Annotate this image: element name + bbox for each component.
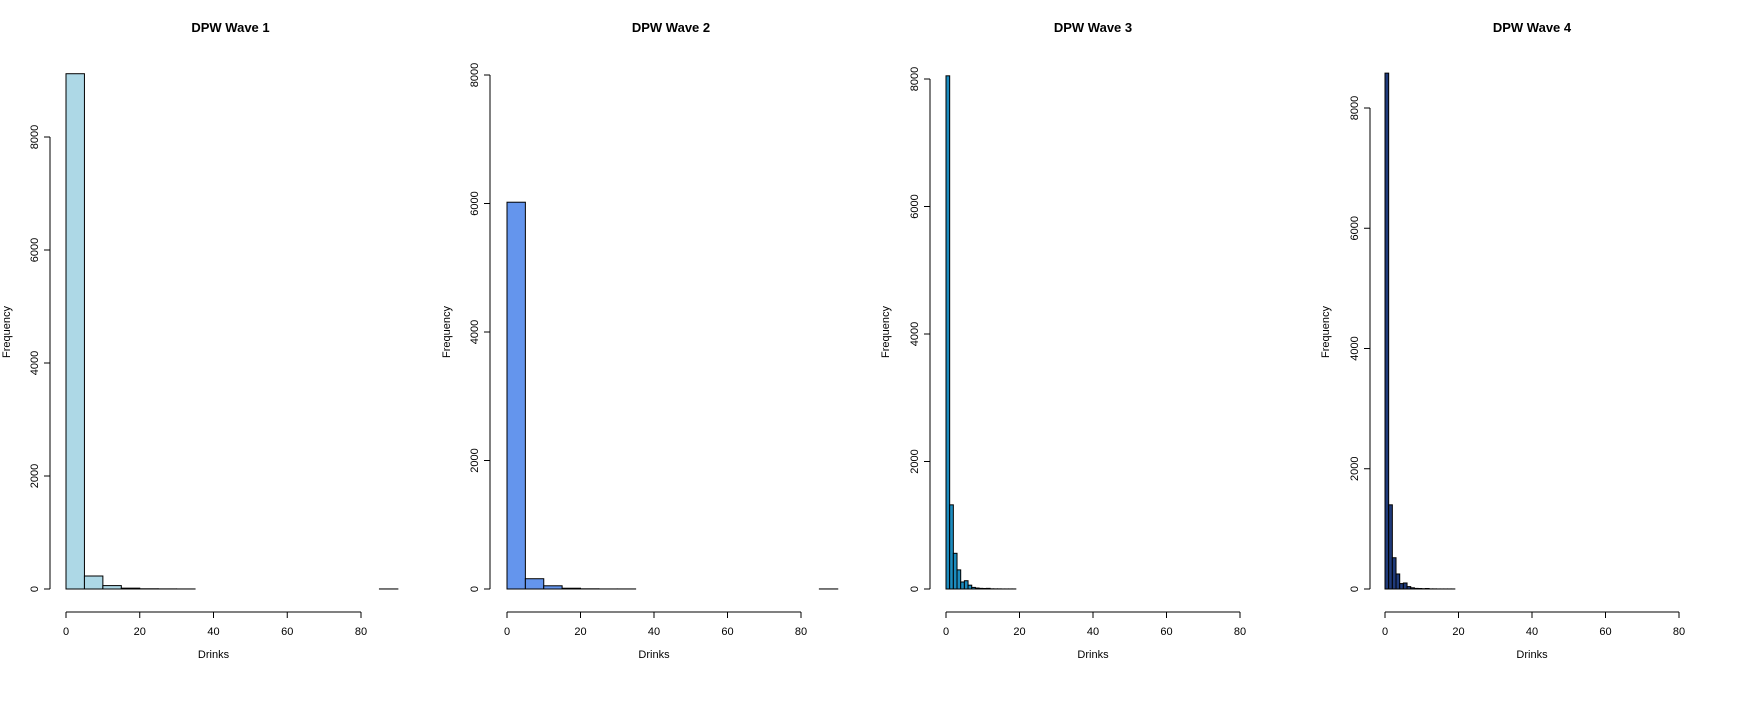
x-tick-label: 0	[943, 626, 949, 638]
x-tick-label: 0	[504, 626, 510, 638]
histogram-bar	[120, 587, 141, 590]
histogram-bar	[1388, 504, 1393, 590]
histogram-bar	[963, 580, 969, 590]
x-axis-label: Drinks	[198, 649, 230, 661]
x-axis-label: Drinks	[1516, 649, 1548, 661]
y-tick-label: 4000	[909, 322, 921, 346]
x-tick-label: 0	[1382, 626, 1388, 638]
y-axis-label: Frequency	[1320, 306, 1332, 358]
histogram-bar	[982, 587, 987, 590]
histogram-bar	[506, 201, 526, 590]
histogram-bar	[1402, 582, 1408, 590]
histogram-panel-2: DPW Wave 2 0 20 40 60 80 0 2000 4000 6000 8000 Drin…	[441, 20, 839, 661]
chart-title: DPW Wave 2	[632, 20, 710, 35]
x-axis-label: Drinks	[638, 649, 670, 661]
histogram-bar	[524, 578, 545, 590]
chart-title: DPW Wave 3	[1054, 20, 1132, 35]
y-tick-label: 0	[909, 586, 921, 592]
x-tick-label: 60	[721, 626, 733, 638]
x-axis-label: Drinks	[1077, 649, 1109, 661]
x-tick-label: 40	[1087, 626, 1099, 638]
y-axis-label: Frequency	[880, 306, 892, 358]
x-tick-label: 80	[355, 626, 367, 638]
histogram-bar	[1406, 586, 1412, 590]
histogram-panel-4: DPW Wave 4 0 20 40 60 80 0 2000 4000 6000 8000 Drin…	[1320, 20, 1685, 661]
histogram-bar	[1395, 573, 1401, 590]
x-tick-label: 80	[795, 626, 807, 638]
histogram-bar	[974, 587, 980, 590]
y-tick-label: 4000	[469, 320, 481, 344]
y-tick-label: 4000	[29, 351, 41, 375]
histogram-bar	[956, 569, 962, 590]
y-tick-label: 0	[469, 586, 481, 592]
y-tick-label: 2000	[909, 449, 921, 473]
histogram-bar	[65, 73, 85, 590]
histogram-bar	[1410, 587, 1415, 590]
histogram-bar	[1399, 583, 1404, 590]
x-tick-label: 20	[574, 626, 586, 638]
x-tick-label: 0	[63, 626, 69, 638]
histogram-bar	[960, 581, 965, 590]
x-tick-label: 60	[1599, 626, 1611, 638]
x-tick-label: 40	[648, 626, 660, 638]
x-tick-label: 20	[1013, 626, 1025, 638]
y-tick-label: 8000	[29, 125, 41, 149]
y-tick-label: 0	[1349, 586, 1361, 592]
histogram-bar	[1413, 587, 1419, 590]
y-tick-label: 0	[29, 586, 41, 592]
y-tick-label: 4000	[1349, 336, 1361, 360]
histogram-bar	[561, 587, 581, 590]
y-tick-label: 6000	[1349, 216, 1361, 240]
y-tick-label: 2000	[29, 464, 41, 488]
x-tick-label: 40	[1526, 626, 1538, 638]
histogram-bar	[971, 586, 976, 590]
x-tick-label: 80	[1234, 626, 1246, 638]
histogram-bar	[985, 587, 991, 590]
histogram-bar	[83, 575, 104, 590]
x-tick-label: 20	[134, 626, 146, 638]
y-tick-label: 8000	[909, 67, 921, 91]
histogram-bar	[102, 585, 122, 590]
y-tick-label: 8000	[469, 63, 481, 87]
histogram-bar	[952, 552, 958, 590]
histogram-panel-1: DPW Wave 1 0 20 40 60 80 0 2000 4000 6000 8000 Drin…	[1, 20, 399, 661]
chart-title: DPW Wave 4	[1493, 20, 1572, 35]
histogram-bar	[967, 584, 973, 590]
histogram-bar	[949, 504, 954, 590]
x-tick-label: 40	[207, 626, 219, 638]
histogram-bar	[978, 587, 984, 590]
histogram-bar	[945, 75, 951, 590]
x-tick-label: 20	[1452, 626, 1464, 638]
y-tick-label: 6000	[469, 191, 481, 215]
y-tick-label: 2000	[1349, 457, 1361, 481]
y-axis-label: Frequency	[1, 306, 13, 358]
y-tick-label: 2000	[469, 448, 481, 472]
x-tick-label: 60	[281, 626, 293, 638]
y-axis-label: Frequency	[441, 306, 453, 358]
y-tick-label: 6000	[29, 238, 41, 262]
chart-title: DPW Wave 1	[191, 20, 269, 35]
histogram-panel-3: DPW Wave 3 0 20 40 60 80 0 2000 4000 6000 8000 Drin…	[880, 20, 1246, 661]
histogram-bar	[543, 585, 563, 590]
x-tick-label: 60	[1160, 626, 1172, 638]
histogram-bar	[1384, 72, 1390, 590]
x-tick-label: 80	[1673, 626, 1685, 638]
y-tick-label: 8000	[1349, 96, 1361, 120]
histogram-bar	[1391, 557, 1397, 590]
y-tick-label: 6000	[909, 194, 921, 218]
